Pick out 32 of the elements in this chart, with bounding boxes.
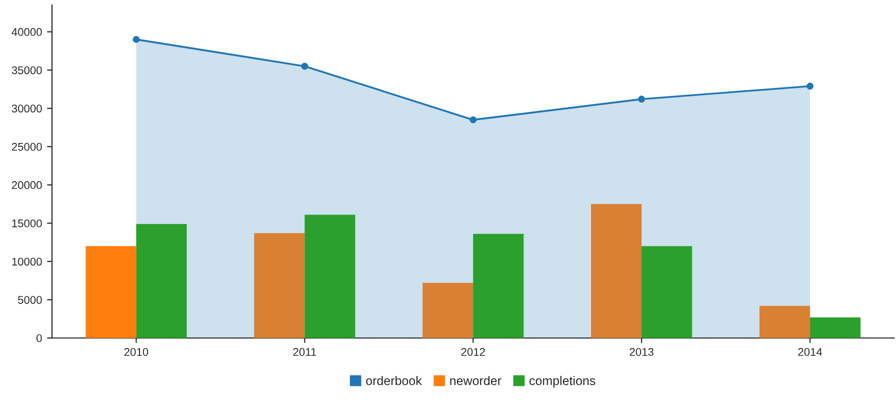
bar: [304, 214, 356, 338]
y-tick-label: 5000: [18, 296, 42, 304]
bar: [591, 204, 642, 338]
bar: [759, 306, 810, 338]
legend-label: orderbook: [366, 376, 422, 386]
bar: [422, 282, 474, 338]
bar: [473, 234, 524, 338]
x-tick-label: 2014: [798, 348, 822, 356]
y-tick-label: 40000: [12, 28, 42, 36]
point: [638, 96, 646, 103]
x-tick-label: 2011: [293, 348, 316, 356]
y-tick-label: 35000: [12, 66, 42, 74]
legend-label: completions: [530, 376, 596, 388]
bar: [86, 246, 136, 338]
legend-label: neworder: [450, 376, 502, 386]
y-tick-label: 25000: [12, 142, 42, 151]
x-tick-label: 2012: [461, 348, 485, 356]
y-tick-label: 0: [36, 334, 42, 342]
y-tick-label: 10000: [12, 258, 42, 266]
bar: [642, 246, 692, 338]
y-tick-label: 30000: [12, 104, 42, 112]
x-tick-label: 2010: [124, 348, 148, 356]
y-tick-label: 15000: [12, 219, 42, 228]
y-tick-label: 20000: [12, 181, 42, 190]
point: [470, 116, 477, 124]
point: [301, 62, 308, 70]
point: [132, 36, 140, 43]
x-tick-label: 2013: [630, 348, 654, 356]
bar: [136, 224, 187, 338]
bar: [810, 317, 861, 338]
point: [806, 82, 814, 90]
bar: [254, 233, 305, 338]
